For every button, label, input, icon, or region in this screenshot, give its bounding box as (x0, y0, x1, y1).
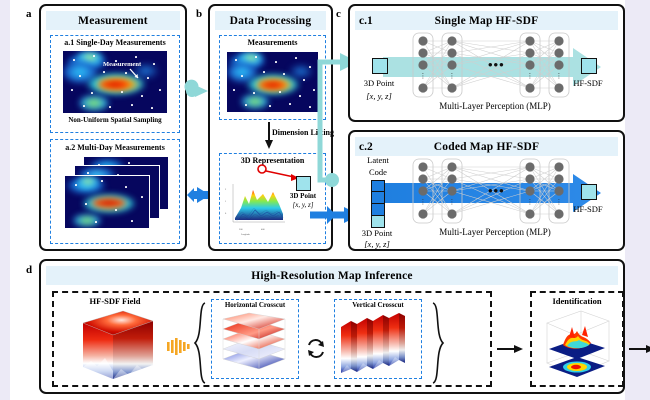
panel-c2-tag: c.2 (359, 140, 373, 153)
horizontal-crosscut-slices (222, 312, 286, 370)
input-3d-point-coords-c2: [x, y, z] (364, 239, 390, 249)
svg-text:400: 400 (261, 228, 265, 231)
panel-letter-b: b (196, 8, 203, 20)
svg-text:⋮: ⋮ (527, 198, 534, 206)
panel-letter-d: d (26, 264, 33, 276)
panel-letter-a: a (26, 8, 32, 20)
subpanel-b-measurements-label: Measurements (247, 38, 298, 47)
vertical-crosscut-box (334, 299, 422, 379)
identification-label: Identification (552, 296, 602, 306)
output-hfsdf-swatch-c1 (581, 58, 597, 74)
point-callout-arrow-icon (257, 164, 299, 181)
output-hfsdf-label-c1: HF-SDF (573, 78, 603, 88)
latent-code-cell (371, 180, 385, 192)
subpanel-a1-caption: Non-Uniform Spatial Sampling (68, 116, 162, 124)
panel-c1-title: Single Map HF-SDF (355, 11, 618, 30)
arrow-to-identification (497, 345, 523, 353)
svg-text:⋮: ⋮ (527, 72, 534, 80)
panel-c2-coded-map: Coded Map HF-SDF c.2 Latent Code 3D Poin… (348, 130, 625, 251)
surface-plot-3d: 2 1 0 200 400 Longitude (225, 184, 285, 236)
annotation-arrow-icon (129, 68, 139, 79)
subpanel-b-3d-representation (219, 153, 326, 244)
latent-code-label-line1: Latent (367, 155, 389, 165)
arrow-a2-to-b (187, 187, 210, 203)
input-3d-point-label-c2: 3D Point (361, 228, 393, 238)
svg-text:⋮: ⋮ (420, 72, 427, 80)
input-3d-point-coords-c1: [x, y, z] (366, 91, 392, 101)
subpanel-a2 (50, 139, 180, 244)
panel-b-title: Data Processing (215, 11, 326, 30)
panel-b-data-processing: Data Processing Measurements (208, 4, 335, 251)
panel-letter-c: c (336, 8, 341, 20)
svg-text:1: 1 (225, 200, 227, 203)
crosscut-group-box (52, 291, 492, 387)
latent-code-cell (371, 192, 385, 204)
3d-point-coords-b: [x, y, z] (292, 201, 314, 209)
dimension-lifting-arrow-icon (265, 122, 273, 149)
mlp-network-c1: ⋮ ⋮ ⋮ ⋮ (412, 32, 570, 98)
identification-box (530, 291, 624, 387)
panel-a-measurement: Measurement a.1 Single-Day Measurements … (39, 4, 187, 251)
hfsdf-field-cube (82, 310, 154, 379)
subpanel-a2-label: a.2 Multi-Day Measurements (65, 143, 165, 152)
subpanel-b-3d-label: 3D Representation (240, 156, 305, 165)
vertical-crosscut-label: Vertical Crosscut (352, 301, 404, 309)
vertical-crosscut-slabs (341, 313, 405, 375)
hfsdf-field-label: HF-SDF Field (89, 296, 141, 306)
mlp-label-c2: Multi-Layer Perception (MLP) (439, 227, 551, 237)
svg-text:200: 200 (239, 228, 243, 231)
output-hfsdf-swatch-c2 (581, 184, 597, 200)
brace-open-icon (193, 302, 206, 384)
latent-code-column (371, 180, 385, 228)
measurement-annotation: Measurement (103, 61, 142, 68)
panel-c1-single-map: Single Map HF-SDF c.1 3D Point [x, y, z] (348, 4, 625, 122)
input-3d-point-swatch-c2 (371, 216, 385, 228)
panel-d-inference: High-Resolution Map Inference HF-SDF Fie… (39, 259, 650, 394)
slice-bars-icon (167, 338, 190, 355)
svg-text:⋮: ⋮ (556, 72, 563, 80)
identification-3d-view (546, 310, 610, 377)
output-hfsdf-label-c2: HF-SDF (573, 204, 603, 214)
subpanel-a1 (50, 35, 180, 133)
svg-text:0: 0 (225, 212, 227, 215)
input-3d-point-label-c1: 3D Point (363, 78, 395, 88)
latent-code-cell (371, 204, 385, 216)
subpanel-b-measurements (219, 35, 326, 120)
mlp-ellipsis-c1: ••• (488, 57, 505, 72)
panel-d-title: High-Resolution Map Inference (46, 266, 618, 285)
dimension-lifting-label: Dimension Lifting (272, 128, 335, 137)
panel-c1-tag: c.1 (359, 14, 373, 27)
heatmap-single-day: Measurement (63, 51, 167, 113)
latent-code-label-line2: Code (369, 167, 387, 177)
figure-canvas: a Measurement a.1 Single-Day Measurement… (10, 0, 650, 400)
svg-text:⋮: ⋮ (449, 198, 456, 206)
arrow-a1-to-b (184, 79, 208, 97)
subpanel-a1-label: a.1 Single-Day Measurements (64, 38, 166, 47)
svg-text:⋮: ⋮ (420, 198, 427, 206)
heatmap-processed (227, 52, 318, 112)
svg-text:⋮: ⋮ (556, 198, 563, 206)
mlp-network-c2: ⋮ ⋮ ⋮ ⋮ (412, 158, 570, 224)
panel-c2-title: Coded Map HF-SDF (355, 137, 618, 156)
brace-close-icon (432, 302, 445, 384)
panel-a-title: Measurement (46, 11, 180, 30)
mlp-label-c1: Multi-Layer Perception (MLP) (439, 101, 551, 111)
horizontal-crosscut-label: Horizontal Crosscut (224, 301, 286, 309)
svg-text:⋮: ⋮ (449, 72, 456, 80)
svg-text:2: 2 (225, 188, 227, 191)
arrow-to-projection (629, 345, 650, 353)
3d-point-label-b: 3D Point (289, 192, 317, 200)
3d-point-swatch-b (296, 176, 311, 191)
svg-text:Longitude: Longitude (241, 233, 250, 236)
mlp-ellipsis-c2: ••• (488, 183, 505, 198)
input-3d-point-swatch-c1 (372, 58, 388, 74)
horizontal-crosscut-box (211, 299, 299, 379)
swap-arrows-icon (308, 339, 324, 358)
